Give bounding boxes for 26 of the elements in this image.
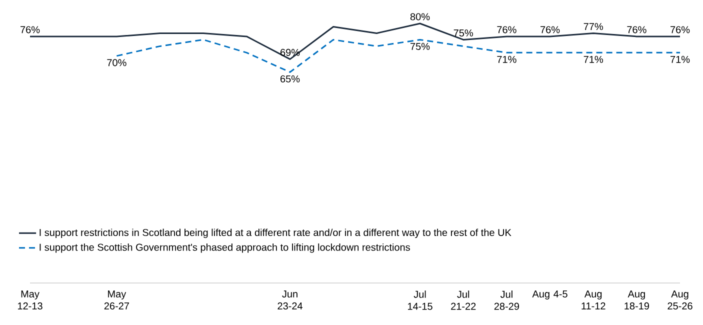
x-tick-label: Aug 25-26 [668, 290, 692, 310]
legend-label: I support restrictions in Scotland being lifted at a different rate and/or in a different way to the rest of the UK [40, 228, 512, 238]
data-label: 76% [20, 26, 40, 34]
x-tick-label: Aug 18-19 [624, 290, 649, 310]
x-tick-label: Aug 4-5 [532, 290, 568, 300]
data-label: 77% [584, 23, 603, 30]
data-label: 70% [107, 59, 126, 66]
data-label: 71% [584, 56, 603, 63]
data-label: 71% [670, 56, 690, 63]
data-label: 80% [410, 13, 430, 20]
data-label: 71% [497, 56, 516, 63]
legend-label: I support the Scottish Government's phased approach to lifting lockdown restrictions [40, 243, 410, 253]
data-label: 76% [670, 26, 690, 34]
x-tick-label: Jun 23-24 [278, 290, 302, 310]
data-label: 75% [410, 42, 430, 50]
data-label: 76% [497, 26, 516, 34]
data-label: 75% [454, 29, 473, 37]
x-tick-label: May 12-13 [18, 290, 42, 310]
x-tick-label: Jul 14-15 [408, 290, 432, 310]
x-tick-label: May 26-27 [104, 290, 129, 310]
data-label: 76% [540, 26, 560, 34]
data-label: 65% [280, 75, 300, 82]
x-tick-label: Jul 28-29 [494, 290, 519, 310]
data-label: 76% [627, 26, 646, 34]
x-tick-label: Aug 11-12 [582, 290, 606, 310]
x-tick-label: Jul 21-22 [451, 290, 476, 310]
